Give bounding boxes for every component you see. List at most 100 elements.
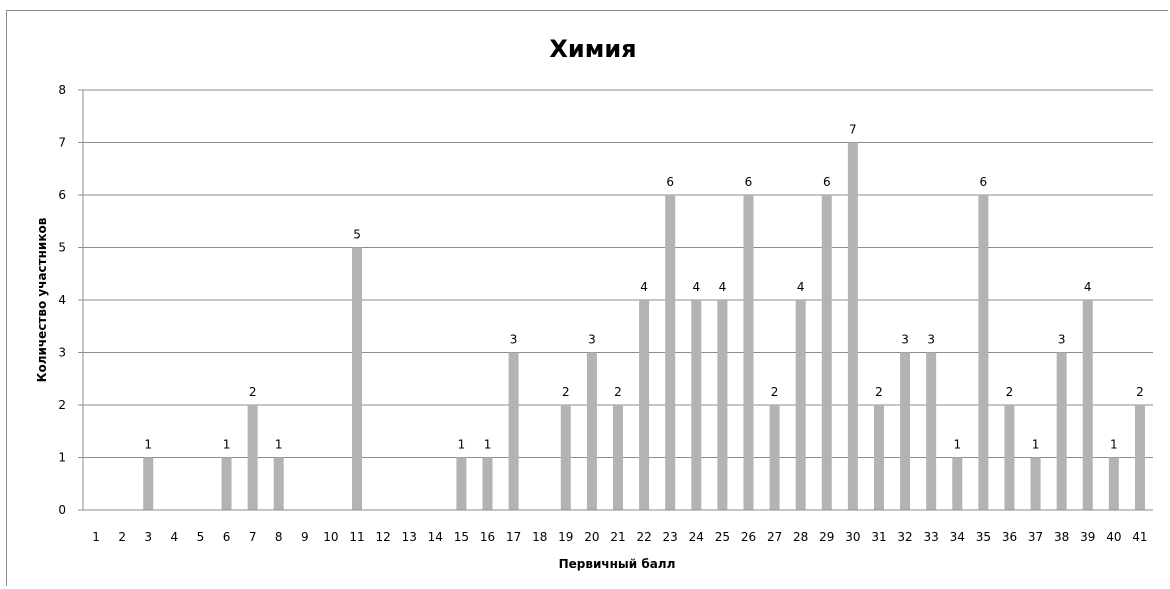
bar bbox=[926, 352, 937, 510]
x-tick-label: 10 bbox=[323, 530, 338, 544]
data-label: 3 bbox=[927, 333, 935, 347]
x-tick-label: 33 bbox=[924, 530, 939, 544]
bar bbox=[952, 457, 963, 510]
x-tick-label: 6 bbox=[223, 530, 231, 544]
data-labels: 1 1 2 1 5 1 1 3 2 3 2 4 6 4 4 6 2 4 6 7 2 3 3 1 6 2 1 3 4 1 2 bbox=[144, 123, 1143, 452]
x-tick-label: 11 bbox=[349, 530, 364, 544]
x-tick-label: 25 bbox=[715, 530, 730, 544]
data-label: 2 bbox=[771, 385, 779, 399]
bar bbox=[560, 405, 571, 510]
bars bbox=[143, 142, 1145, 510]
data-label: 2 bbox=[1006, 385, 1014, 399]
x-tick-label: 21 bbox=[610, 530, 625, 544]
data-label: 2 bbox=[249, 385, 257, 399]
data-label: 6 bbox=[666, 175, 674, 189]
bar bbox=[978, 195, 989, 510]
y-tick-label: 6 bbox=[58, 188, 66, 202]
x-tick-label: 30 bbox=[845, 530, 860, 544]
data-label: 4 bbox=[719, 280, 727, 294]
chart-title: Химия bbox=[549, 35, 636, 63]
y-tick-label: 0 bbox=[58, 503, 66, 517]
data-label: 2 bbox=[614, 385, 622, 399]
y-tick-label: 2 bbox=[58, 398, 66, 412]
x-tick-label: 28 bbox=[793, 530, 808, 544]
data-label: 4 bbox=[1084, 280, 1092, 294]
x-tick-label: 16 bbox=[480, 530, 495, 544]
x-tick-label: 2 bbox=[118, 530, 126, 544]
bar bbox=[1082, 300, 1093, 510]
data-label: 6 bbox=[823, 175, 831, 189]
x-tick-label: 8 bbox=[275, 530, 283, 544]
y-tick-label: 4 bbox=[58, 293, 66, 307]
data-label: 3 bbox=[901, 333, 909, 347]
bar bbox=[873, 405, 884, 510]
bar bbox=[221, 457, 232, 510]
data-label: 5 bbox=[353, 228, 361, 242]
x-tick-label: 40 bbox=[1106, 530, 1121, 544]
x-tick-label: 39 bbox=[1080, 530, 1095, 544]
y-tick-label: 1 bbox=[58, 451, 66, 465]
x-tick-label: 34 bbox=[950, 530, 965, 544]
bar bbox=[273, 457, 284, 510]
y-tick-label: 5 bbox=[58, 241, 66, 255]
x-tick-label: 14 bbox=[428, 530, 443, 544]
x-tick-label: 23 bbox=[663, 530, 678, 544]
x-tick-label: 15 bbox=[454, 530, 469, 544]
bar bbox=[613, 405, 623, 510]
data-label: 4 bbox=[797, 280, 805, 294]
y-tick-label: 3 bbox=[58, 346, 66, 360]
x-tick-label: 27 bbox=[767, 530, 782, 544]
data-label: 4 bbox=[692, 280, 700, 294]
x-tick-label: 41 bbox=[1132, 530, 1147, 544]
x-axis-ticks: 1 2 3 4 5 6 7 8 9 10 11 12 13 14 15 16 17 18 19 20 21 22 23 24 2… bbox=[92, 530, 1147, 544]
data-label: 1 bbox=[484, 438, 492, 452]
x-tick-label: 5 bbox=[197, 530, 205, 544]
x-tick-label: 1 bbox=[92, 530, 100, 544]
bar bbox=[1030, 457, 1041, 510]
chart-frame bbox=[6, 10, 1168, 586]
x-tick-label: 26 bbox=[741, 530, 756, 544]
data-label: 2 bbox=[875, 385, 883, 399]
x-tick-label: 7 bbox=[249, 530, 257, 544]
data-label: 2 bbox=[562, 385, 570, 399]
bar bbox=[639, 300, 650, 510]
bar bbox=[143, 457, 154, 510]
bar bbox=[665, 195, 676, 510]
bar bbox=[900, 352, 911, 510]
x-tick-label: 20 bbox=[584, 530, 599, 544]
bar bbox=[1134, 405, 1145, 510]
x-tick-label: 4 bbox=[171, 530, 179, 544]
x-tick-label: 12 bbox=[375, 530, 390, 544]
data-label: 7 bbox=[849, 123, 857, 137]
bar bbox=[1056, 352, 1067, 510]
bar bbox=[586, 352, 597, 510]
data-label: 1 bbox=[223, 438, 231, 452]
x-tick-label: 31 bbox=[871, 530, 886, 544]
data-label: 1 bbox=[1032, 438, 1040, 452]
x-axis-title: Первичный балл bbox=[559, 557, 676, 571]
x-tick-label: 22 bbox=[636, 530, 651, 544]
x-tick-label: 17 bbox=[506, 530, 521, 544]
bar bbox=[769, 405, 780, 510]
bar bbox=[717, 300, 728, 510]
bar bbox=[482, 457, 493, 510]
data-label: 1 bbox=[1110, 438, 1118, 452]
gridlines bbox=[83, 89, 1153, 458]
x-tick-label: 18 bbox=[532, 530, 547, 544]
bar bbox=[352, 247, 363, 510]
x-tick-label: 35 bbox=[976, 530, 991, 544]
data-label: 6 bbox=[745, 175, 753, 189]
x-tick-label: 13 bbox=[402, 530, 417, 544]
x-tick-label: 29 bbox=[819, 530, 834, 544]
data-label: 6 bbox=[980, 175, 988, 189]
x-tick-label: 3 bbox=[144, 530, 152, 544]
data-label: 2 bbox=[1136, 385, 1144, 399]
data-label: 4 bbox=[640, 280, 648, 294]
data-label: 1 bbox=[275, 438, 283, 452]
data-label: 3 bbox=[1058, 333, 1066, 347]
data-label: 1 bbox=[144, 438, 152, 452]
x-tick-label: 37 bbox=[1028, 530, 1043, 544]
bar bbox=[247, 405, 258, 510]
data-label: 3 bbox=[588, 333, 596, 347]
